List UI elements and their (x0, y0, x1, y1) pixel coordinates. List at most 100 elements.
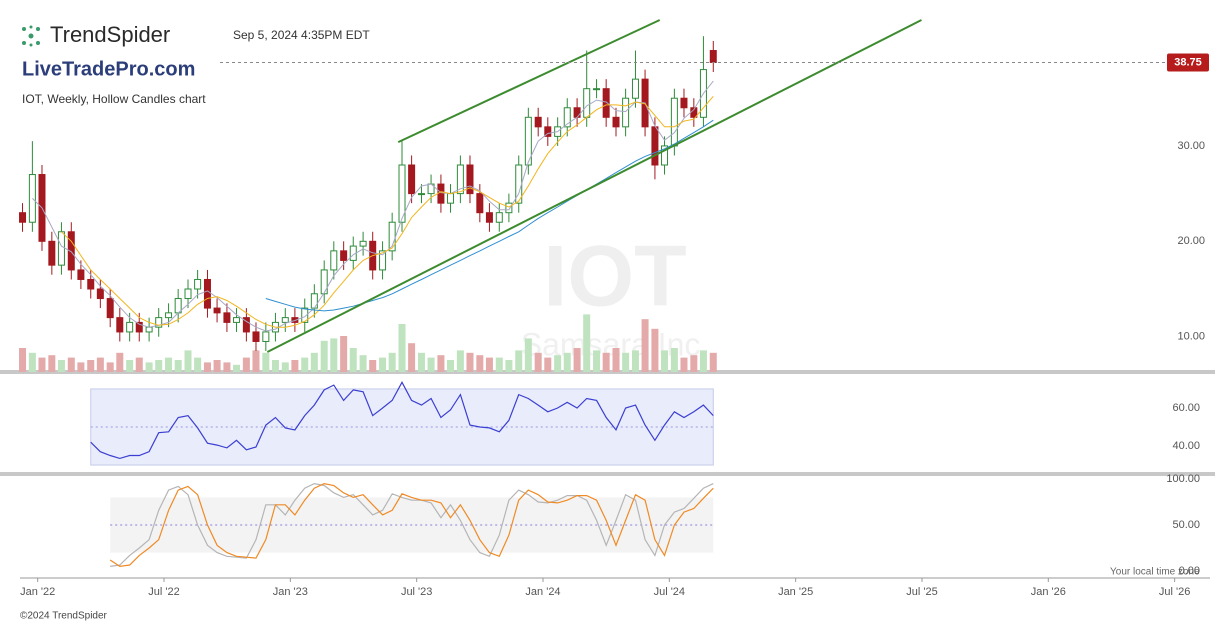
volume-bar (379, 357, 387, 372)
volume-bar (252, 350, 260, 372)
candle-body (126, 321, 134, 333)
indicator-line (110, 482, 714, 567)
timestamp: Sep 5, 2024 4:35PM EDT (233, 28, 370, 42)
candle-body (194, 278, 202, 290)
volume-bar (612, 348, 620, 372)
volume-bar (593, 350, 601, 372)
candle-body (262, 331, 270, 342)
volume-bar (281, 362, 289, 372)
candle-body (223, 312, 231, 323)
volume-bar (213, 360, 221, 372)
candle-body (583, 88, 591, 118)
candle-body (87, 278, 95, 290)
candle-body (330, 250, 338, 271)
candle-body (563, 107, 571, 128)
candle-body (466, 164, 474, 195)
volume-bar (87, 360, 95, 372)
candle-body (320, 269, 328, 295)
last-price-label: 38.75 (1174, 56, 1202, 68)
candle-body (398, 164, 406, 223)
y-tick-label: 50.00 (1172, 519, 1200, 531)
watermark: IOT (543, 229, 686, 325)
x-tick-label: Jul '26 (1159, 586, 1190, 598)
volume-bar (709, 352, 717, 372)
volume-bar (165, 357, 173, 372)
volume-bar (126, 360, 134, 372)
y-tick-label: 30.00 (1177, 140, 1205, 152)
volume-bar (544, 357, 552, 372)
volume-bar (388, 352, 396, 372)
volume-bar (651, 328, 659, 372)
volume-bar (554, 355, 562, 372)
volume-bar (38, 357, 46, 372)
candle-body (301, 307, 309, 323)
volume-bar (184, 350, 192, 372)
volume-bar (466, 352, 474, 372)
candle-body (77, 269, 85, 280)
candle-body (631, 78, 639, 99)
volume-bar (233, 364, 241, 372)
moving-average (61, 95, 714, 328)
candle-body (505, 202, 513, 214)
candle-body (456, 164, 464, 195)
volume-bar (524, 338, 532, 372)
volume-bar (67, 357, 75, 372)
volume-bar (48, 355, 56, 372)
volume-bar (661, 350, 669, 372)
candle-body (48, 240, 56, 266)
candle-body (106, 298, 114, 319)
volume-bar (96, 357, 104, 372)
candle-body (165, 312, 173, 319)
candle-body (96, 288, 104, 300)
volume-bar (135, 357, 143, 372)
volume-bar (690, 355, 698, 372)
moving-average (265, 119, 714, 312)
brand: TrendSpider (50, 22, 170, 47)
volume-bar (495, 357, 503, 372)
volume-bar (505, 360, 513, 372)
indicator-line (90, 381, 714, 460)
candle-body (359, 240, 367, 247)
candle-body (340, 250, 348, 261)
candle-body (573, 107, 581, 118)
volume-bar (194, 357, 202, 372)
y-tick-label: 20.00 (1177, 235, 1205, 247)
volume-bar (680, 357, 688, 372)
volume-bar (583, 314, 591, 372)
timezone-note: Your local time zone (1110, 567, 1200, 578)
site-watermark: LiveTradePro.com (22, 58, 195, 80)
volume-bar (573, 348, 581, 372)
volume-bar (174, 360, 182, 372)
candle-body (476, 193, 484, 214)
volume-bar (437, 355, 445, 372)
volume-bar (369, 360, 377, 372)
candle-body (67, 231, 75, 271)
x-tick-label: Jan '23 (273, 586, 308, 598)
x-tick-label: Jan '22 (20, 586, 55, 598)
candle-body (57, 231, 65, 266)
volume-bar (77, 362, 85, 372)
candle-body (680, 97, 688, 109)
candle-body (544, 126, 552, 137)
candle-body (408, 164, 416, 195)
candle-body (28, 174, 36, 223)
candle-body (155, 317, 163, 328)
candle-body (135, 321, 143, 333)
indicator-line (109, 482, 714, 568)
volume-bar (310, 352, 318, 372)
volume-bar (291, 360, 299, 372)
candle-body (661, 145, 669, 166)
volume-bar (515, 350, 523, 372)
candle-body (612, 116, 620, 128)
volume-bar (340, 336, 348, 372)
trendline (266, 19, 922, 353)
candle-body (437, 183, 445, 204)
volume-bar (155, 360, 163, 372)
y-tick-label: 0.00 (1179, 565, 1200, 577)
volume-bar (301, 357, 309, 372)
candle-body (19, 212, 27, 223)
x-tick-label: Jul '25 (906, 586, 937, 598)
candle-body (651, 126, 659, 166)
x-tick-label: Jan '25 (778, 586, 813, 598)
